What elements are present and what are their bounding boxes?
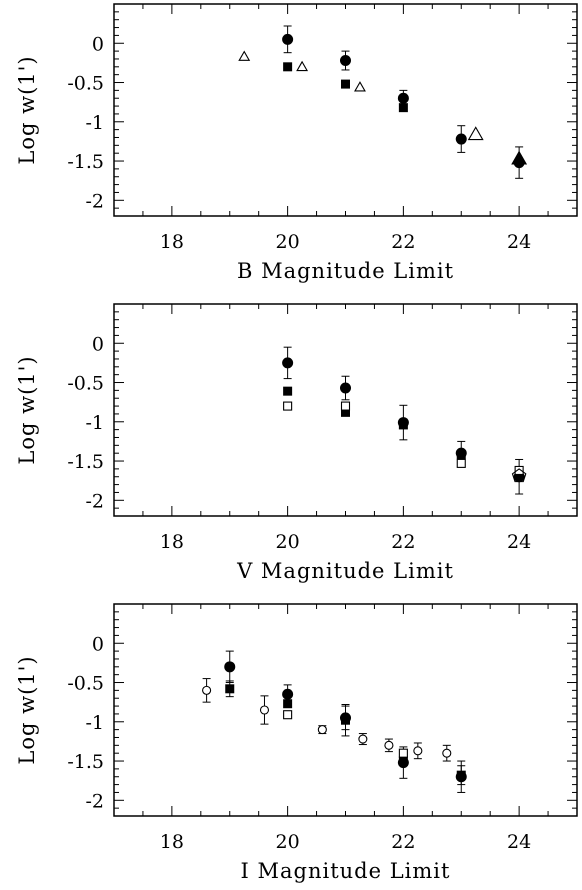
y-tick-label: -1.5 <box>67 751 104 773</box>
x-tick-label: 20 <box>276 831 300 853</box>
y-tick-label: -1.5 <box>67 151 104 173</box>
marker-filled-square <box>283 62 293 72</box>
marker-open-circle <box>202 685 212 695</box>
y-tick-label: -0.5 <box>67 73 104 95</box>
y-tick-label: 0 <box>92 633 104 655</box>
marker-open-triangle <box>238 50 251 61</box>
x-tick-label: 18 <box>160 531 184 553</box>
y-tick-label: -2 <box>85 790 104 812</box>
marker-filled-square <box>398 103 408 113</box>
y-tick-label: 0 <box>92 333 104 355</box>
marker-filled-square <box>341 407 350 417</box>
y-tick-label: -2 <box>85 490 104 512</box>
y-tick-label: 0 <box>92 33 104 55</box>
panel-b: 18 20 22 24 0 -0.5 -1 -1.5 -2 B Magnitude Limit… <box>15 3 578 283</box>
marker-open-square <box>456 458 466 468</box>
y-tick-label: -1 <box>85 712 104 734</box>
x-axis-title: V Magnitude Limit <box>236 559 454 583</box>
marker-open-triangle-large <box>467 126 484 141</box>
panel-v: 18 20 22 24 0 -0.5 -1 -1.5 -2 V Magnitude Limit… <box>15 303 578 583</box>
y-axis-title: Log w(1') <box>15 55 39 164</box>
y-axis-title: Log w(1') <box>15 355 39 464</box>
tick-marks <box>114 604 577 816</box>
marker-open-square <box>283 401 293 411</box>
marker-filled-circle <box>282 357 294 369</box>
marker-filled-square <box>398 756 408 766</box>
marker-open-triangle <box>296 60 309 72</box>
y-tick-labels: 0 -0.5 -1 -1.5 -2 <box>67 333 104 512</box>
marker-filled-circle <box>282 33 294 45</box>
x-tick-labels: 18 20 22 24 <box>160 531 531 553</box>
x-tick-label: 24 <box>507 831 531 853</box>
marker-open-circle <box>259 705 270 715</box>
x-tick-label: 20 <box>276 531 300 553</box>
x-tick-labels: 18 20 22 24 <box>160 831 531 853</box>
marker-open-square <box>514 465 524 476</box>
marker-filled-square <box>283 386 293 396</box>
marker-filled-square <box>398 420 408 430</box>
marker-open-square <box>340 401 351 411</box>
tick-marks <box>114 4 577 216</box>
y-tick-label: -1.5 <box>67 451 104 473</box>
data-marks <box>202 650 467 793</box>
marker-open-square <box>283 710 293 720</box>
y-tick-label: -1 <box>85 112 104 134</box>
marker-open-square <box>398 748 408 758</box>
x-tick-label: 22 <box>391 231 415 253</box>
x-tick-label: 18 <box>160 831 184 853</box>
marker-filled-square <box>456 450 466 460</box>
x-tick-label: 24 <box>507 231 531 253</box>
marker-filled-square <box>341 715 350 725</box>
marker-filled-circle <box>340 55 351 67</box>
x-tick-label: 20 <box>276 231 300 253</box>
x-tick-label: 24 <box>507 531 531 553</box>
panel-i: 18 20 22 24 0 -0.5 -1 -1.5 -2 I Magnitude Limit… <box>15 603 578 883</box>
data-marks <box>238 25 528 179</box>
marker-open-triangle <box>354 81 366 92</box>
marker-open-pentagon <box>511 468 527 483</box>
y-tick-labels: 0 -0.5 -1 -1.5 -2 <box>67 33 104 212</box>
x-tick-label: 22 <box>391 831 415 853</box>
marker-filled-circle <box>282 688 294 700</box>
marker-open-circle <box>358 734 368 744</box>
marker-filled-circle <box>397 92 409 104</box>
x-tick-label: 18 <box>160 231 184 253</box>
marker-open-circle <box>442 748 452 758</box>
y-axis-title: Log w(1') <box>15 655 39 764</box>
plot-frame <box>113 3 578 217</box>
y-tick-label: -0.5 <box>67 673 104 695</box>
y-tick-label: -0.5 <box>67 373 104 395</box>
tick-marks <box>114 304 577 516</box>
marker-filled-circle <box>455 133 467 145</box>
marker-open-circle <box>317 725 327 735</box>
marker-filled-circle <box>224 661 236 673</box>
x-tick-label: 22 <box>391 531 415 553</box>
x-axis-title: I Magnitude Limit <box>241 859 451 883</box>
marker-filled-square <box>456 770 466 780</box>
x-axis-title: B Magnitude Limit <box>237 259 454 283</box>
marker-filled-circle <box>340 382 351 394</box>
marker-filled-square <box>341 79 350 89</box>
marker-filled-square <box>225 684 235 694</box>
y-tick-labels: 0 -0.5 -1 -1.5 -2 <box>67 633 104 812</box>
y-tick-label: -1 <box>85 412 104 434</box>
y-tick-label: -2 <box>85 190 104 212</box>
x-tick-labels: 18 20 22 24 <box>160 231 531 253</box>
marker-open-circle <box>413 746 423 756</box>
data-marks <box>282 346 527 495</box>
marker-open-circle <box>384 740 394 750</box>
marker-filled-triangle <box>511 150 528 165</box>
marker-filled-square <box>283 699 293 709</box>
